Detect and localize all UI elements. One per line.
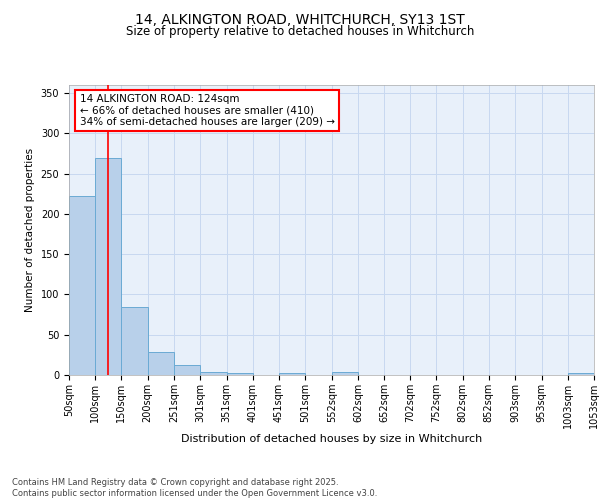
- Bar: [332, 372, 358, 375]
- Y-axis label: Number of detached properties: Number of detached properties: [25, 148, 35, 312]
- Bar: [279, 374, 305, 375]
- X-axis label: Distribution of detached houses by size in Whitchurch: Distribution of detached houses by size …: [181, 434, 482, 444]
- Text: 14 ALKINGTON ROAD: 124sqm
← 66% of detached houses are smaller (410)
34% of semi: 14 ALKINGTON ROAD: 124sqm ← 66% of detac…: [79, 94, 335, 127]
- Bar: [69, 196, 95, 375]
- Bar: [227, 374, 253, 375]
- Bar: [148, 352, 174, 375]
- Bar: [568, 372, 594, 375]
- Bar: [200, 372, 227, 375]
- Bar: [121, 308, 148, 375]
- Text: 14, ALKINGTON ROAD, WHITCHURCH, SY13 1ST: 14, ALKINGTON ROAD, WHITCHURCH, SY13 1ST: [135, 12, 465, 26]
- Text: Size of property relative to detached houses in Whitchurch: Size of property relative to detached ho…: [126, 25, 474, 38]
- Text: Contains HM Land Registry data © Crown copyright and database right 2025.
Contai: Contains HM Land Registry data © Crown c…: [12, 478, 377, 498]
- Bar: [174, 366, 200, 375]
- Bar: [95, 158, 121, 375]
